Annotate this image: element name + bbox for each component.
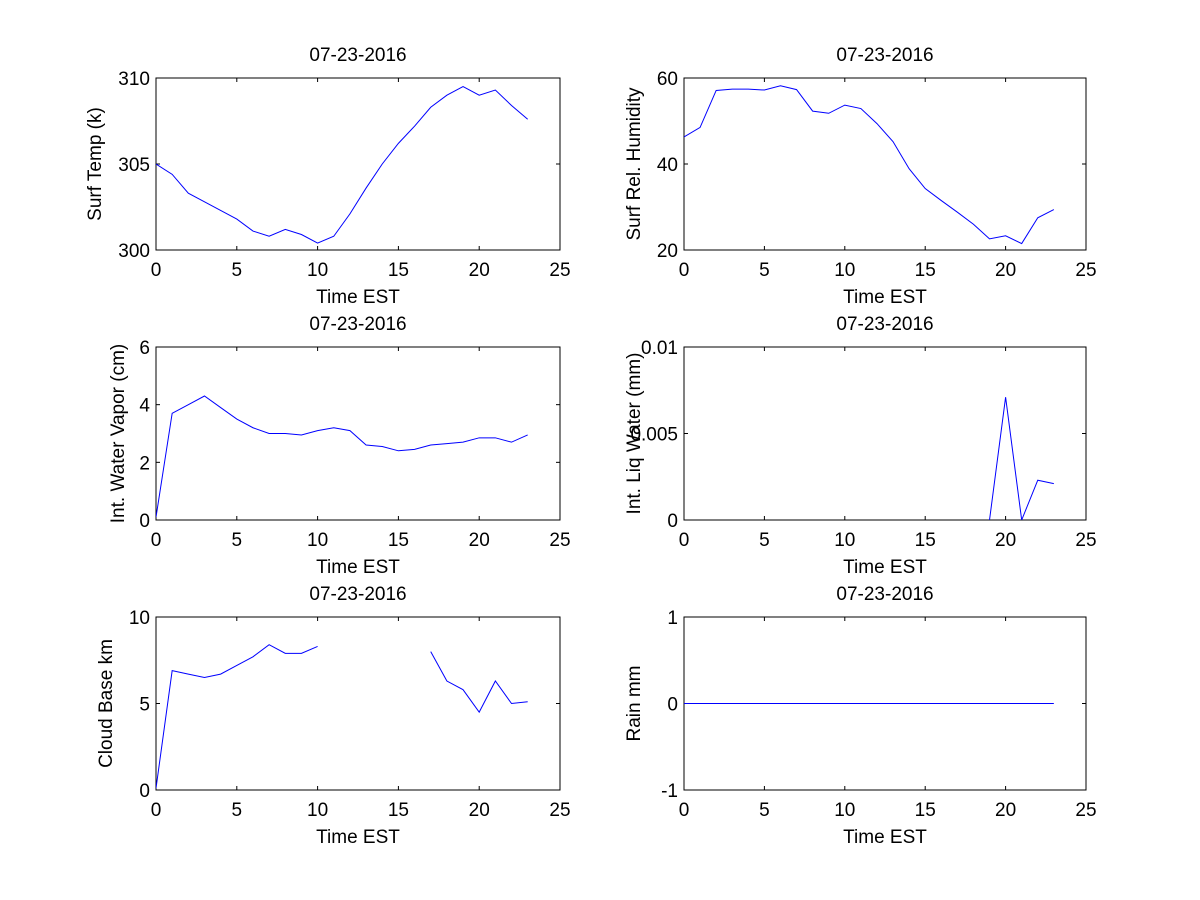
- y-tick-label: 305: [118, 155, 150, 176]
- y-axis-label: Surf Temp (k): [85, 107, 106, 221]
- y-tick-label: 2: [139, 453, 150, 474]
- subplot-title: 07-23-2016: [309, 584, 406, 605]
- x-tick-label: 10: [307, 530, 328, 551]
- x-tick-label: 20: [995, 530, 1016, 551]
- x-tick-label: 0: [151, 260, 162, 281]
- x-tick-label: 25: [549, 260, 570, 281]
- y-tick-label: 310: [118, 69, 150, 90]
- series-line: [156, 644, 528, 789]
- series-line: [988, 397, 1054, 520]
- y-tick-label: 0: [667, 695, 678, 716]
- x-axis-label: Time EST: [843, 287, 927, 308]
- x-tick-label: 20: [469, 260, 490, 281]
- y-tick-label: 20: [657, 241, 678, 262]
- y-axis-label: Rain mm: [624, 665, 645, 741]
- x-tick-label: 5: [759, 530, 770, 551]
- y-tick-label: 0.005: [630, 425, 678, 446]
- x-tick-label: 15: [915, 800, 936, 821]
- x-tick-label: 15: [915, 260, 936, 281]
- x-tick-label: 0: [679, 260, 690, 281]
- x-tick-label: 0: [151, 800, 162, 821]
- x-tick-label: 20: [995, 800, 1016, 821]
- plot-area: [683, 346, 1087, 521]
- y-tick-label: 60: [657, 69, 678, 90]
- series-line: [684, 85, 1055, 245]
- y-tick-label: 4: [139, 396, 150, 417]
- subplot-3: 0 5 10 15 20 25 0 2 4 6 07-23-2016 Time EST Int. Wat…: [108, 314, 571, 578]
- subplot-title: 07-23-2016: [836, 314, 933, 335]
- subplot-2: 0 5 10 15 20 25 20 40 60 07-23-2016 Time EST Surf R…: [624, 45, 1097, 308]
- plot-area: [155, 77, 561, 251]
- x-tick-label: 10: [834, 260, 855, 281]
- y-tick-label: 0: [667, 511, 678, 532]
- subplot-1: 0 5 10 15 20 25 300 305 310 07-23-2016 Time EST Sur…: [85, 45, 571, 308]
- x-tick-label: 0: [151, 530, 162, 551]
- y-tick-label: 0: [139, 511, 150, 532]
- x-axis-label: Time EST: [316, 827, 400, 848]
- series-line: [156, 86, 529, 244]
- y-axis-label: Cloud Base km: [96, 639, 117, 768]
- x-tick-label: 20: [469, 800, 490, 821]
- x-tick-label: 15: [388, 260, 409, 281]
- x-tick-label: 25: [1075, 800, 1096, 821]
- plot-area: [155, 616, 561, 791]
- x-tick-label: 25: [1075, 260, 1096, 281]
- y-axis-label: Surf Rel. Humidity: [624, 87, 645, 241]
- y-tick-label: 300: [118, 241, 150, 262]
- y-tick-label: -1: [661, 781, 678, 802]
- subplot-title: 07-23-2016: [309, 314, 406, 335]
- x-tick-label: 20: [995, 260, 1016, 281]
- x-tick-label: 20: [469, 530, 490, 551]
- x-axis-label: Time EST: [843, 827, 927, 848]
- plot-area: [155, 346, 561, 521]
- x-axis-label: Time EST: [316, 287, 400, 308]
- y-axis-label: Int. Water Vapor (cm): [108, 344, 129, 523]
- x-tick-label: 15: [915, 530, 936, 551]
- subplot-title: 07-23-2016: [309, 45, 406, 66]
- x-tick-label: 10: [307, 800, 328, 821]
- x-tick-label: 5: [759, 800, 770, 821]
- x-tick-label: 25: [1075, 530, 1096, 551]
- x-tick-label: 10: [307, 260, 328, 281]
- x-tick-label: 5: [232, 530, 243, 551]
- y-tick-label: 0: [139, 781, 150, 802]
- x-tick-label: 25: [549, 800, 570, 821]
- x-tick-label: 10: [834, 530, 855, 551]
- subplot-5: 0 5 10 15 20 25 0 5 10 07-23-2016 Time EST Cloud Ba…: [96, 584, 571, 848]
- x-tick-label: 10: [834, 800, 855, 821]
- x-tick-label: 0: [679, 530, 690, 551]
- x-tick-label: 5: [232, 260, 243, 281]
- y-tick-label: 40: [657, 155, 678, 176]
- x-tick-label: 25: [549, 530, 570, 551]
- x-axis-label: Time EST: [316, 557, 400, 578]
- subplot-title: 07-23-2016: [836, 45, 933, 66]
- x-tick-label: 5: [232, 800, 243, 821]
- subplot-title: 07-23-2016: [836, 584, 933, 605]
- x-tick-label: 15: [388, 530, 409, 551]
- subplot-4: 0 5 10 15 20 25 0 0.005 0.01 07-23-2016 Time EST In…: [624, 314, 1097, 578]
- x-tick-label: 5: [759, 260, 770, 281]
- y-axis-label: Int. Liq Water (mm): [624, 353, 645, 515]
- y-tick-label: 5: [139, 695, 150, 716]
- y-tick-label: 10: [129, 608, 150, 629]
- y-tick-label: 1: [667, 608, 678, 629]
- plot-area: [683, 77, 1087, 251]
- series-line: [156, 395, 528, 518]
- x-tick-label: 0: [679, 800, 690, 821]
- y-tick-label: 0.01: [641, 338, 678, 359]
- y-tick-label: 6: [139, 338, 150, 359]
- x-tick-label: 15: [388, 800, 409, 821]
- x-axis-label: Time EST: [843, 557, 927, 578]
